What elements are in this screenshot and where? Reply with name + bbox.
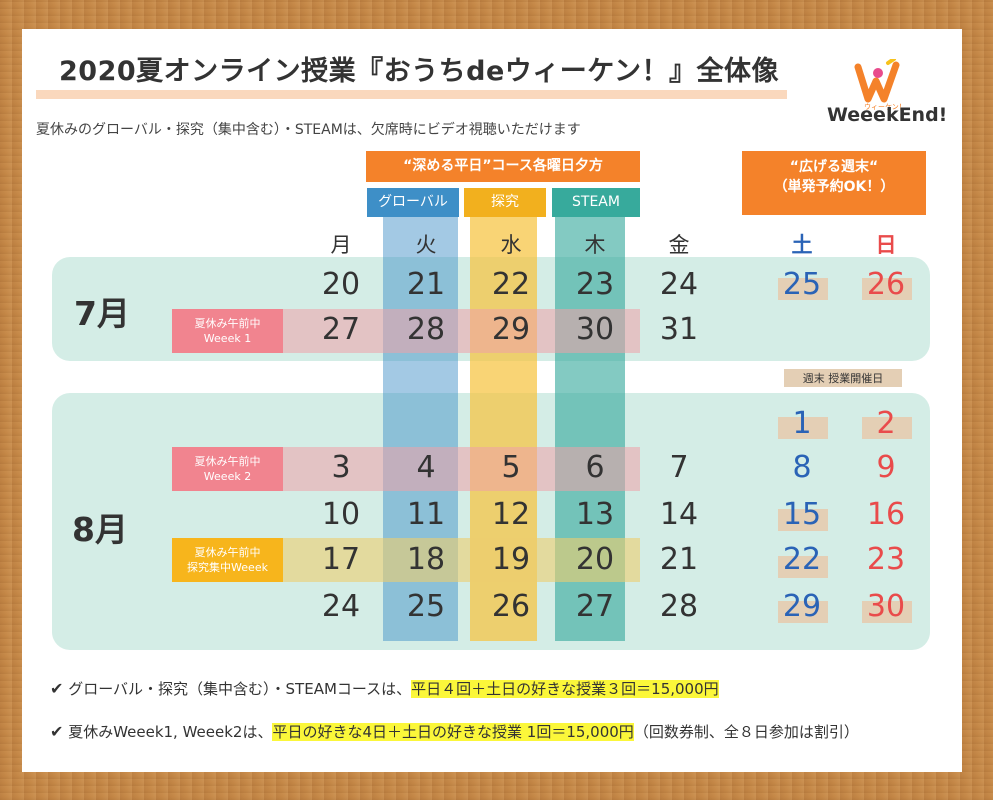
date-cell-sunday: 23 (866, 542, 906, 577)
date-cell: 20 (321, 267, 361, 302)
weeek1-label-line2: Weeek 1 (203, 332, 252, 345)
weeek2-bar (283, 447, 640, 491)
date-cell: 25 (406, 589, 446, 624)
date-cell: 28 (659, 589, 699, 624)
date-cell-saturday: 8 (792, 450, 812, 485)
dow-sat: 土 (791, 233, 813, 257)
date-cell: 18 (406, 542, 446, 577)
weekend-bg (862, 417, 912, 439)
date-cell: 3 (331, 450, 351, 485)
check-icon: ✔ (50, 722, 64, 741)
dow-thu: 木 (584, 233, 606, 257)
date-cell-saturday: 25 (782, 267, 822, 302)
date-cell: 19 (491, 542, 531, 577)
date-cell: 29 (491, 312, 531, 347)
date-cell: 24 (321, 589, 361, 624)
weekend-bg (778, 417, 828, 439)
weekday-course-header: “深める平日”コース各曜日夕方 (366, 151, 640, 182)
weekend-bg (778, 509, 828, 531)
note2-suffix: （回数券制、全８日参加は割引） (633, 723, 859, 741)
date-cell: 21 (659, 542, 699, 577)
weeek1-bar (283, 309, 640, 353)
date-cell: 21 (406, 267, 446, 302)
weekend-legend-bg (784, 369, 902, 387)
check-icon: ✔ (50, 679, 64, 698)
month-august: 8月 (72, 510, 128, 549)
pricing-note-2: ✔ 夏休みWeeek1, Weeek2は、平日の好きな4日＋土日の好きな授業 1… (50, 721, 859, 742)
pricing-note-1: ✔ グローバル・探究（集中含む）・STEAMコースは、平日４回＋土日の好きな授業… (50, 678, 719, 699)
note2-highlight: 平日の好きな4日＋土日の好きな授業 1回＝15,000円 (272, 723, 634, 741)
tankyu-weeek-bar (283, 538, 640, 582)
weeek2-label-line2: Weeek 2 (203, 470, 252, 483)
weekend-bg (778, 556, 828, 578)
logo-text: WeeekEnd! (827, 104, 948, 126)
date-cell: 13 (575, 497, 615, 532)
date-cell-sunday: 30 (866, 589, 906, 624)
weeek1-label-line1: 夏休み午前中 (194, 317, 261, 330)
date-cell: 22 (491, 267, 531, 302)
date-cell: 11 (406, 497, 446, 532)
tab-tankyu: 探究 (464, 188, 546, 217)
weeek1-label: 夏休み午前中 Weeek 1 (172, 309, 283, 353)
date-cell: 24 (659, 267, 699, 302)
weekend-course-header: “広げる週末“ （単発予約OK！） (742, 151, 926, 215)
note1-prefix: グローバル・探究（集中含む）・STEAMコースは、 (68, 680, 412, 698)
date-cell-sunday: 26 (866, 267, 906, 302)
date-cell-sunday: 9 (876, 450, 896, 485)
date-cell: 30 (575, 312, 615, 347)
weekend-legend: 週末 授業開催日 (802, 372, 884, 385)
weekend-bg (778, 601, 828, 623)
dow-sun: 日 (875, 233, 897, 257)
date-cell-sunday: 16 (866, 497, 906, 532)
dow-wed: 水 (500, 233, 522, 257)
weekend-bg (862, 278, 912, 300)
weeekend-logo (854, 59, 900, 103)
date-cell: 20 (575, 542, 615, 577)
date-cell: 7 (669, 450, 689, 485)
date-cell: 4 (416, 450, 436, 485)
note2-prefix: 夏休みWeeek1, Weeek2は、 (68, 723, 273, 741)
date-cell: 31 (659, 312, 699, 347)
title-underline (36, 90, 787, 99)
tankyu-label-line1: 夏休み午前中 (194, 546, 261, 559)
date-cell: 17 (321, 542, 361, 577)
month-july: 7月 (74, 294, 130, 333)
subtitle: 夏休みのグローバル・探究（集中含む）・STEAMは、欠席時にビデオ視聴いただけま… (36, 122, 581, 138)
date-cell: 14 (659, 497, 699, 532)
weekend-header-line1: “広げる週末“ (789, 159, 879, 175)
date-cell: 12 (491, 497, 531, 532)
date-cell-saturday: 22 (782, 542, 822, 577)
logo-small-text: ウィーケン！ (864, 103, 906, 111)
note1-highlight: 平日４回＋土日の好きな授業３回＝15,000円 (411, 680, 719, 698)
date-cell: 23 (575, 267, 615, 302)
weeek2-label: 夏休み午前中 Weeek 2 (172, 447, 283, 491)
weekend-bg (778, 278, 828, 300)
date-cell-sunday: 2 (876, 406, 896, 441)
dow-mon: 月 (330, 233, 352, 257)
tankyu-weeek-label: 夏休み午前中 探究集中Weeek (172, 538, 283, 582)
weekend-bg (862, 601, 912, 623)
date-cell-saturday: 1 (792, 406, 812, 441)
tab-steam: STEAM (552, 188, 640, 217)
weeek2-label-line1: 夏休み午前中 (194, 455, 261, 468)
weekend-header-line2: （単発予約OK！） (773, 179, 895, 195)
dow-fri: 金 (668, 233, 690, 257)
date-cell: 5 (501, 450, 521, 485)
date-cell-saturday: 29 (782, 589, 822, 624)
date-cell: 27 (575, 589, 615, 624)
tankyu-label-line2: 探究集中Weeek (187, 561, 268, 574)
date-cell: 10 (321, 497, 361, 532)
page-title: 2020夏オンライン授業『おうちdeウィーケン！』全体像 (59, 56, 779, 87)
date-cell: 27 (321, 312, 361, 347)
date-cell: 6 (585, 450, 605, 485)
dow-tue: 火 (415, 233, 437, 257)
date-cell: 28 (406, 312, 446, 347)
tab-global: グローバル (367, 188, 459, 217)
date-cell: 26 (491, 589, 531, 624)
date-cell-saturday: 15 (782, 497, 822, 532)
info-card: 2020夏オンライン授業『おうちdeウィーケン！』全体像 夏休みのグローバル・探… (22, 29, 962, 772)
